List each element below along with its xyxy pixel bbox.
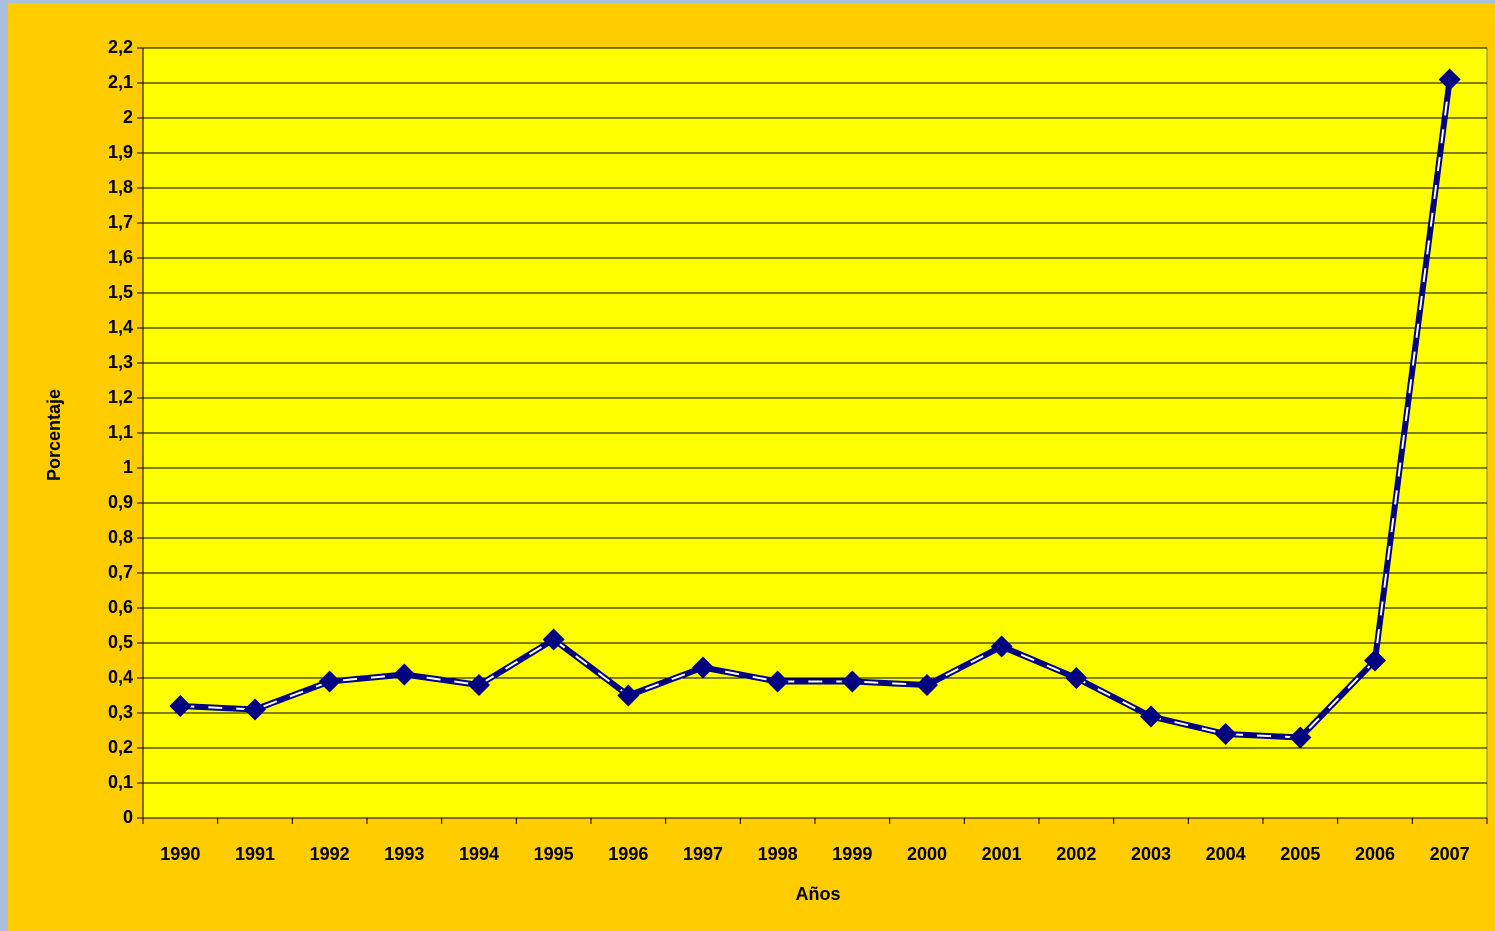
marker (1289, 726, 1312, 749)
x-tick-label: 1998 (758, 844, 798, 864)
y-tick-label: 2 (123, 107, 133, 127)
y-tick-label: 0,7 (108, 562, 133, 582)
y-tick-label: 1,8 (108, 177, 133, 197)
y-tick-label: 0,5 (108, 632, 133, 652)
x-tick-label: 1992 (310, 844, 350, 864)
marker (1364, 649, 1386, 672)
y-tick-label: 1,7 (108, 212, 133, 232)
marker (169, 695, 192, 717)
x-tick-label: 2001 (982, 844, 1022, 864)
y-tick-label: 1,6 (108, 247, 133, 267)
x-axis-label: Años (796, 884, 841, 904)
marker (1140, 705, 1162, 728)
x-tick-label: 1996 (608, 844, 648, 864)
marker (1438, 68, 1461, 91)
x-tick-label: 1993 (384, 844, 424, 864)
x-tick-label: 2000 (907, 844, 947, 864)
y-tick-label: 1,5 (108, 282, 133, 302)
y-tick-label: 0,1 (108, 772, 133, 792)
marker (318, 670, 341, 693)
x-tick-label: 2006 (1355, 844, 1395, 864)
x-tick-label: 2007 (1430, 844, 1470, 864)
marker (468, 674, 490, 696)
marker (244, 698, 266, 721)
y-tick-label: 1,4 (108, 317, 133, 337)
y-tick-label: 1,9 (108, 142, 133, 162)
marker (1065, 667, 1088, 689)
y-tick-label: 1 (123, 457, 133, 477)
marker (393, 663, 416, 686)
marker (766, 670, 789, 693)
x-tick-label: 2002 (1056, 844, 1096, 864)
x-tick-label: 1997 (683, 844, 723, 864)
y-tick-label: 0 (123, 807, 133, 827)
y-tick-label: 2,1 (108, 72, 133, 92)
marker (841, 670, 864, 693)
x-tick-label: 2005 (1280, 844, 1320, 864)
x-tick-label: 1991 (235, 844, 275, 864)
x-tick-label: 1994 (459, 844, 499, 864)
series-line-dash (180, 79, 1451, 739)
y-tick-label: 1,2 (108, 387, 133, 407)
y-tick-label: 0,4 (108, 667, 133, 687)
marker (692, 656, 714, 679)
x-tick-label: 1990 (160, 844, 200, 864)
y-tick-label: 1,1 (108, 422, 133, 442)
y-tick-label: 2,2 (108, 37, 133, 57)
marker (990, 635, 1013, 658)
marker (916, 674, 938, 696)
marker (542, 628, 565, 651)
y-tick-label: 0,3 (108, 702, 133, 722)
x-tick-label: 1999 (832, 844, 872, 864)
x-tick-label: 2004 (1206, 844, 1246, 864)
y-tick-label: 0,6 (108, 597, 133, 617)
x-tick-label: 1995 (534, 844, 574, 864)
marker (617, 684, 640, 707)
marker (1214, 723, 1237, 745)
y-tick-label: 0,8 (108, 527, 133, 547)
y-tick-label: 1,3 (108, 352, 133, 372)
y-tick-label: 0,9 (108, 492, 133, 512)
y-axis-label: Porcentaje (44, 389, 64, 481)
x-tick-label: 2003 (1131, 844, 1171, 864)
y-tick-label: 0,2 (108, 737, 133, 757)
